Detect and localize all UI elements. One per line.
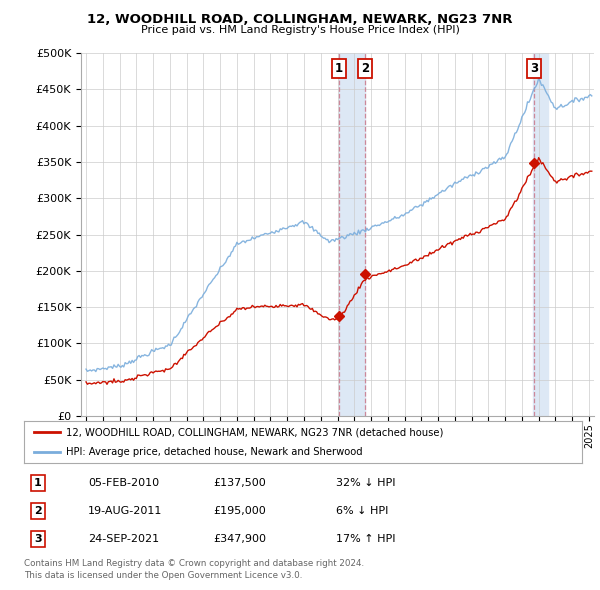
- Text: 12, WOODHILL ROAD, COLLINGHAM, NEWARK, NG23 7NR (detached house): 12, WOODHILL ROAD, COLLINGHAM, NEWARK, N…: [66, 427, 443, 437]
- Text: 3: 3: [34, 534, 42, 544]
- Text: 2: 2: [361, 62, 369, 75]
- Text: 05-FEB-2010: 05-FEB-2010: [88, 478, 159, 488]
- Text: 6% ↓ HPI: 6% ↓ HPI: [337, 506, 389, 516]
- Text: 17% ↑ HPI: 17% ↑ HPI: [337, 534, 396, 544]
- Text: HPI: Average price, detached house, Newark and Sherwood: HPI: Average price, detached house, Newa…: [66, 447, 362, 457]
- Text: 2: 2: [34, 506, 42, 516]
- Text: 1: 1: [335, 62, 343, 75]
- Text: Price paid vs. HM Land Registry's House Price Index (HPI): Price paid vs. HM Land Registry's House …: [140, 25, 460, 35]
- Text: 12, WOODHILL ROAD, COLLINGHAM, NEWARK, NG23 7NR: 12, WOODHILL ROAD, COLLINGHAM, NEWARK, N…: [87, 13, 513, 26]
- Text: £195,000: £195,000: [214, 506, 266, 516]
- Bar: [339, 53, 365, 416]
- Text: 3: 3: [530, 62, 538, 75]
- Text: £347,900: £347,900: [214, 534, 267, 544]
- Text: 24-SEP-2021: 24-SEP-2021: [88, 534, 159, 544]
- Text: This data is licensed under the Open Government Licence v3.0.: This data is licensed under the Open Gov…: [24, 571, 302, 579]
- Text: £137,500: £137,500: [214, 478, 266, 488]
- Text: 32% ↓ HPI: 32% ↓ HPI: [337, 478, 396, 488]
- Text: 19-AUG-2011: 19-AUG-2011: [88, 506, 163, 516]
- Bar: [533, 53, 548, 416]
- Text: 1: 1: [34, 478, 42, 488]
- Text: Contains HM Land Registry data © Crown copyright and database right 2024.: Contains HM Land Registry data © Crown c…: [24, 559, 364, 568]
